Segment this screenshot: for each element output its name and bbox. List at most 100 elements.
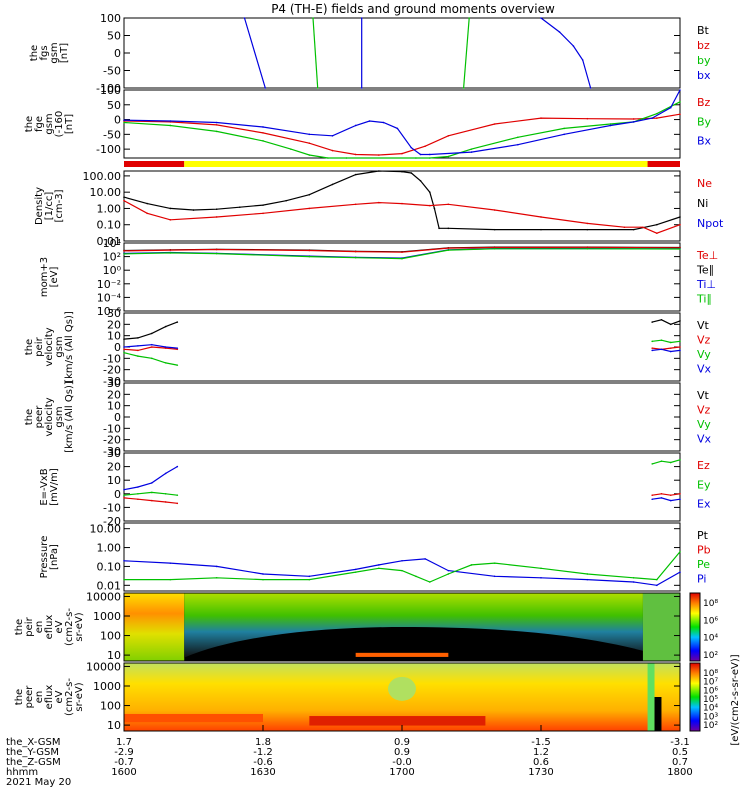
colorbar-tick-label: 10⁸	[703, 669, 718, 679]
legend-entry: Vx	[697, 433, 712, 446]
series-line	[312, 17, 319, 89]
colorbar-tick-label: 10⁵	[703, 695, 718, 705]
data-point	[660, 319, 663, 321]
data-point	[651, 349, 653, 352]
panel-density: 100.00 10.00 1.00 0.10 0.01 Density [1/cc] [cm-…	[34, 170, 724, 248]
legend-entry: Vz	[697, 404, 711, 417]
y-tick-label: 10	[107, 474, 121, 487]
legend-entry: Bx	[697, 135, 712, 148]
legend-entry: Bt	[697, 24, 710, 37]
legend-entry: Te⊥	[696, 249, 718, 262]
x-axis-row-label: the_Z-GSM	[6, 757, 61, 768]
y-axis-label: E=-VxB [mV/m]	[39, 468, 60, 506]
data-point	[632, 577, 635, 579]
x-tick-label: 1600	[111, 767, 136, 778]
colorbar-tick-label: 10²	[703, 651, 718, 661]
data-point	[308, 575, 311, 578]
y-tick-label: 20	[107, 318, 121, 331]
data-point	[169, 219, 172, 221]
data-point	[586, 117, 589, 120]
data-point	[679, 113, 681, 116]
data-point	[586, 248, 589, 250]
data-point	[164, 346, 167, 348]
x-tick-label: -0.7	[114, 757, 134, 768]
x-tick-label: -0.0	[392, 757, 412, 768]
data-point	[264, 87, 267, 89]
y-tick-label: 30	[107, 307, 121, 320]
y-axis-label: the peir velocity gsm [km/s (All Qs)]	[24, 311, 75, 383]
data-point	[642, 226, 644, 229]
y-axis-label-line: (-160	[54, 111, 65, 138]
data-point	[176, 321, 179, 323]
data-point	[589, 87, 592, 89]
y-axis-label-line: [nT]	[64, 114, 75, 134]
data-point	[540, 216, 542, 218]
data-point	[669, 461, 672, 464]
y-tick-label: 0.10	[97, 560, 122, 573]
x-axis-row-label: the_X-GSM	[6, 737, 60, 748]
y-tick-label: 100	[100, 84, 121, 97]
series-line	[123, 321, 178, 340]
y-tick-label: -10	[103, 422, 121, 435]
colorbar-upper	[689, 592, 701, 662]
series-line	[123, 497, 178, 504]
legend-entry: By	[697, 115, 712, 128]
y-axis-label-line: the	[24, 409, 35, 425]
data-point	[429, 191, 431, 193]
y-axis-label-line: peir	[34, 336, 45, 356]
mode-bar-segment	[647, 161, 680, 167]
data-point	[419, 179, 422, 182]
data-point	[354, 153, 357, 156]
y-axis-label-line: [km/s (All Qs)]	[64, 311, 75, 383]
x-tick-label: -0.6	[253, 757, 273, 768]
data-point	[470, 564, 473, 566]
data-point	[517, 143, 519, 146]
data-point	[415, 157, 417, 159]
y-axis-label-line: gsm	[49, 42, 60, 63]
data-point	[176, 347, 179, 349]
data-point	[123, 253, 125, 255]
y-tick-label: 1000	[93, 680, 121, 693]
y-tick-label: 1.00	[97, 542, 122, 555]
data-point	[368, 120, 371, 122]
data-point	[169, 120, 172, 122]
legend-entry: Ti⊥	[696, 278, 716, 291]
y-axis-label-line: fgs	[39, 45, 50, 60]
data-point	[137, 355, 139, 357]
y-axis-label-line: gsm	[54, 406, 65, 427]
y-axis-label: Density [1/cc] [cm-3]	[34, 187, 65, 225]
legend-entry: Ex	[697, 498, 711, 511]
y-tick-label: 10000	[86, 590, 121, 603]
data-point	[354, 250, 357, 253]
y-tick-label: -20	[103, 515, 121, 528]
data-point	[586, 222, 589, 225]
data-point	[410, 146, 413, 149]
data-point	[331, 149, 334, 152]
x-axis-row-label: hhmm	[6, 767, 38, 778]
data-point	[632, 118, 635, 120]
data-point	[164, 362, 167, 364]
x-tick-label: 1730	[528, 767, 553, 778]
y-tick-label: 30	[107, 377, 121, 390]
x-tick-label: -3.1	[670, 737, 690, 748]
data-point	[137, 337, 139, 339]
data-point	[632, 581, 635, 583]
y-tick-label: 10	[107, 330, 121, 343]
data-point	[123, 494, 125, 496]
data-point	[169, 578, 172, 581]
data-point	[215, 130, 218, 133]
data-point	[123, 578, 125, 581]
spectrogram-band	[355, 652, 449, 657]
data-point	[378, 154, 380, 156]
data-point	[262, 132, 264, 134]
data-point	[679, 459, 681, 461]
data-point	[215, 121, 218, 124]
data-point	[137, 493, 139, 495]
legend-entry: Vt	[697, 319, 710, 332]
data-point	[312, 17, 314, 19]
data-point	[656, 117, 658, 119]
data-point	[308, 249, 311, 252]
data-point	[146, 202, 148, 205]
